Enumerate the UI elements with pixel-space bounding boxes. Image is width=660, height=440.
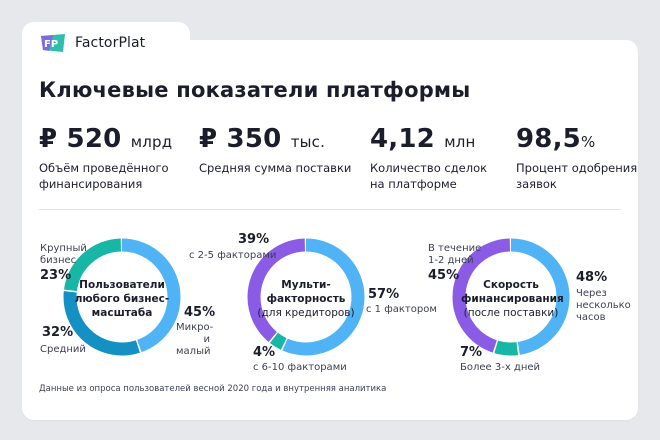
slice-label-micro-small: Микро-и малый: [176, 322, 214, 358]
center-line-3: (после поставки): [463, 307, 559, 319]
metric-value: 98,5: [516, 124, 581, 154]
slice-label-2-5-factors: с 2-5 факторами: [189, 250, 277, 261]
donut-center-label: Пользователи любого бизнес- масштаба: [72, 278, 172, 320]
label-line: Микро-: [176, 322, 214, 333]
donut-slice-2: [452, 238, 570, 356]
donut-chart-multifactoring: [247, 238, 365, 356]
slice-pct-1-factor: 57%: [368, 287, 400, 302]
label-line: бизнес: [40, 255, 77, 266]
center-line-1: Пользователи: [79, 279, 165, 291]
metric-unit: млн: [444, 133, 476, 151]
section-divider: [39, 209, 621, 210]
label-line: Крупный: [40, 243, 87, 254]
donut-slice-1: [452, 238, 570, 356]
donut-center-label: Скорость финансирования (после поставки): [461, 278, 564, 320]
page-title: Ключевые показатели платформы: [39, 78, 471, 102]
brand-name: FactorPlat: [75, 35, 146, 51]
metric-desc-line1: Процент одобрения: [516, 161, 638, 175]
center-line-1: Мульти-: [281, 279, 331, 291]
metric-unit: тыс.: [290, 133, 326, 151]
logo-letters: FP: [44, 39, 58, 50]
donut-chart-financing-speed: [452, 238, 570, 356]
slice-label-1-factor: с 1 фактором: [366, 304, 437, 315]
donut-slice-2: [63, 238, 181, 356]
label-line: часов: [576, 312, 606, 323]
label-line: и малый: [176, 334, 211, 357]
factorplat-logo-icon: FP: [39, 32, 67, 54]
label-line: несколько: [576, 300, 631, 311]
label-line: В течение: [428, 243, 482, 254]
donut-slice-1: [63, 238, 181, 356]
slice-pct-micro-small: 45%: [184, 305, 216, 320]
donut-slice-3: [247, 238, 365, 356]
metric-desc-line1: Средняя сумма поставки: [199, 161, 352, 175]
slice-label-large-business: Крупный бизнес: [40, 243, 87, 267]
label-line: Через: [576, 288, 607, 299]
metric-financing-volume: ₽ 520 млрд Объём проведённого финансирова…: [39, 124, 172, 192]
center-line-3: (для кредиторов): [257, 307, 355, 319]
center-line-3: масштаба: [91, 307, 153, 319]
metric-value: 4,12: [370, 124, 435, 154]
slice-pct-large-business: 23%: [40, 268, 72, 283]
slice-label-6-10-factors: с 6-10 факторами: [253, 362, 347, 373]
slice-label-more-3-days: Более 3-х дней: [460, 362, 541, 373]
donut-chart-business-size: [63, 238, 181, 356]
slice-pct-6-10-factors: 4%: [253, 345, 276, 360]
slice-pct-2-5-factors: 39%: [238, 232, 270, 247]
center-line-2: финансирования: [461, 293, 564, 305]
metric-desc-line2: заявок: [516, 177, 557, 191]
donut-slice-3: [452, 238, 570, 356]
metric-unit: %: [580, 133, 596, 151]
metric-approval-rate: 98,5% Процент одобрения заявок: [516, 124, 637, 192]
metric-deals-count: 4,12 млн Количество сделок на платформе: [370, 124, 487, 192]
footnote: Данные из опроса пользователей весной 20…: [39, 384, 387, 394]
infographic-card: [22, 40, 638, 420]
metric-average-supply: ₽ 350 тыс. Средняя сумма поставки: [199, 124, 351, 176]
metric-desc-line1: Объём проведённого: [39, 161, 169, 175]
metric-unit: млрд: [130, 133, 173, 151]
center-line-1: Скорость: [483, 279, 539, 291]
donut-center-label: Мульти- факторность (для кредиторов): [256, 278, 356, 320]
slice-pct-medium: 32%: [42, 325, 74, 340]
donut-slice-1: [247, 238, 365, 356]
center-line-2: любого бизнес-: [74, 293, 170, 305]
slice-label-1-2-days: В течение 1-2 дней: [428, 243, 481, 267]
metric-value: ₽ 350: [199, 124, 282, 154]
slice-pct-more-3-days: 7%: [460, 345, 483, 360]
metric-desc-line2: финансирования: [39, 177, 143, 191]
center-line-2: факторность: [266, 293, 346, 305]
brand-logo: FP FactorPlat: [39, 32, 145, 54]
label-line: 1-2 дней: [428, 255, 474, 266]
slice-pct-1-2-days: 45%: [428, 268, 460, 283]
slice-pct-few-hours: 48%: [576, 270, 608, 285]
metric-desc-line2: на платформе: [370, 177, 457, 191]
slice-label-few-hours: Через несколько часов: [576, 288, 631, 324]
metric-desc-line1: Количество сделок: [370, 161, 488, 175]
slice-label-medium: Средний: [40, 344, 86, 355]
metric-value: ₽ 520: [39, 124, 122, 154]
